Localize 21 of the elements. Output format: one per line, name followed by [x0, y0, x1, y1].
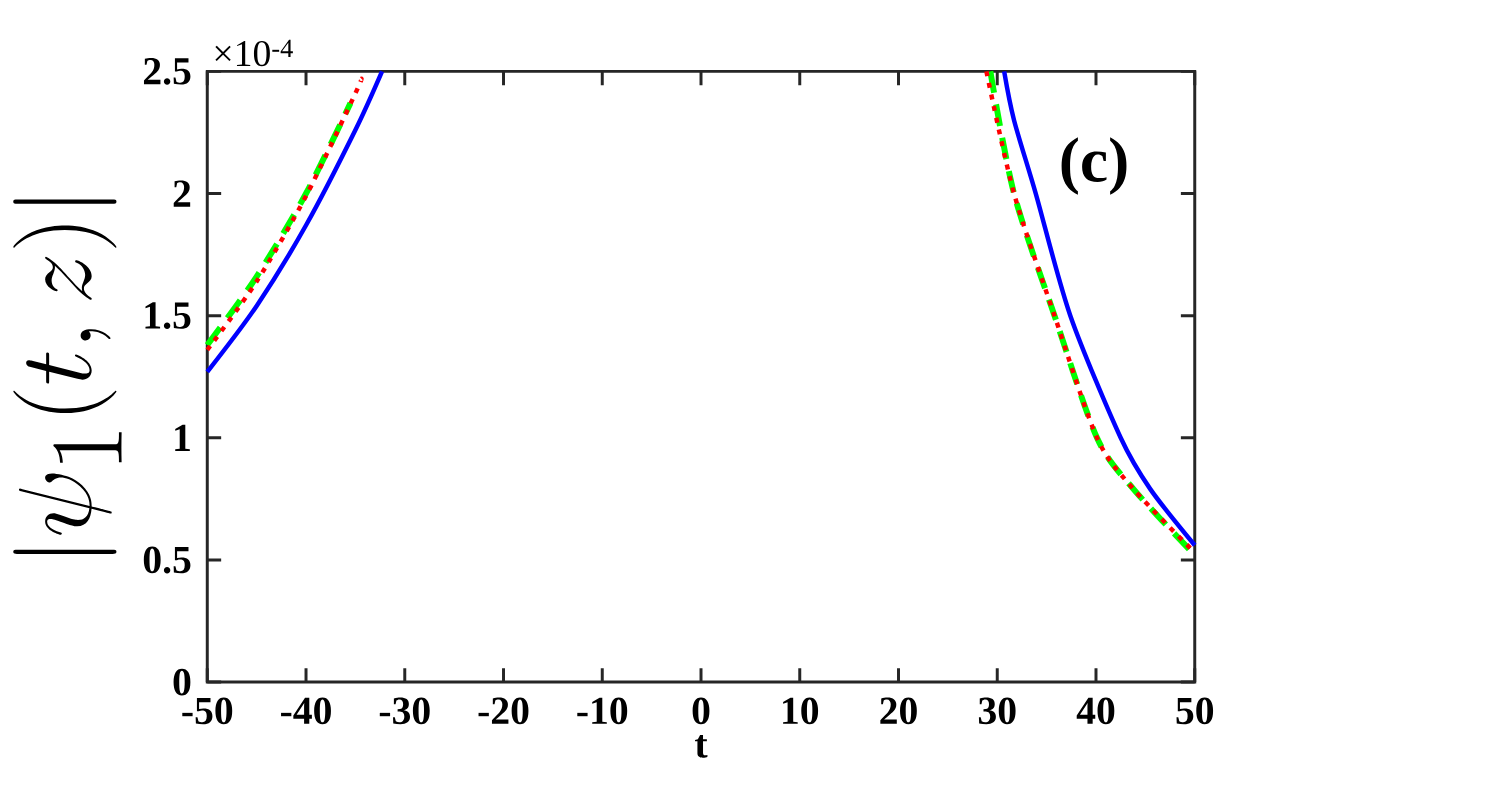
y-tick-label: 0.5 — [143, 546, 191, 574]
x-tick-label: -50 — [182, 697, 233, 725]
y-tick-label: 2 — [173, 180, 191, 207]
annotation: (c) — [1061, 137, 1127, 195]
x-tick-label: 50 — [1176, 697, 1214, 725]
y-tick-label: 0 — [173, 668, 191, 696]
y-tick-label: 1.5 — [145, 302, 191, 329]
x-tick-label: 20 — [880, 697, 917, 725]
y-tick-label: 2.5 — [143, 57, 191, 85]
x-tick-label: -10 — [577, 697, 628, 725]
x-axis-title: t — [695, 734, 708, 758]
x-tick-label: -30 — [379, 697, 430, 725]
y-axis-title: $|\psi_1(t,z)|$ — [13, 199, 122, 554]
x-tick-label: 30 — [978, 697, 1016, 725]
text: ×10$^{-4}$ — [215, 39, 293, 67]
x-tick-label: -40 — [281, 697, 331, 725]
x-tick-label: 0 — [692, 697, 710, 725]
x-tick-label: -20 — [478, 697, 529, 725]
x-tick-label: 10 — [783, 697, 819, 725]
y-tick-label: 1 — [175, 424, 190, 451]
x-tick-label: 40 — [1076, 697, 1115, 725]
